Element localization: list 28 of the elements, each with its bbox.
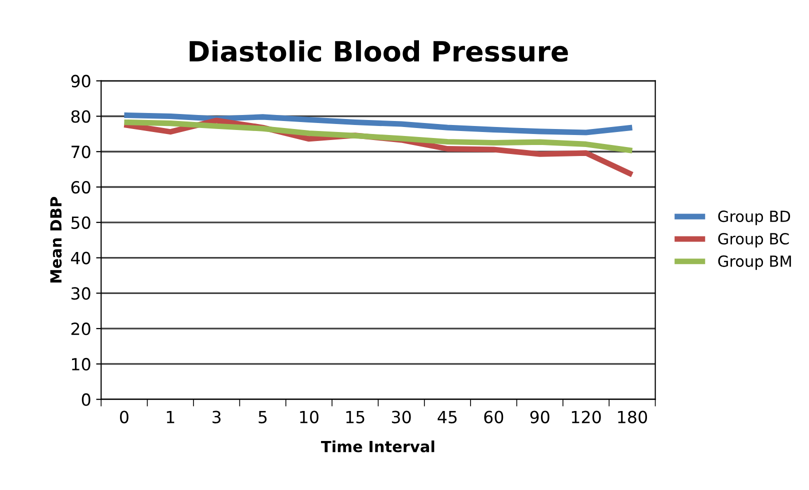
x-tick-label: 45 [438,410,457,424]
x-axis-title: Time Interval [321,440,434,452]
x-tick-label: 5 [258,410,267,424]
y-tick-label: 20 [71,322,90,336]
y-tick-label: 70 [72,146,90,158]
legend-label: Group BD [718,210,790,226]
x-tick-label: 60 [484,410,504,424]
y-tick-label: 50 [71,216,90,229]
x-tick-label: 90 [530,410,550,424]
x-tick-label: 180 [618,410,647,424]
y-tick-label: 0 [82,393,90,406]
x-tick-label: 1 [166,410,174,424]
chart-title: Diastolic Blood Pressure [190,40,568,62]
y-tick-label: 60 [71,180,90,194]
x-tick-label: 10 [300,410,318,424]
x-tick-label: 15 [346,410,364,424]
x-tick-label: 30 [392,410,411,424]
y-tick-label: 10 [72,358,90,371]
y-axis-title: Mean DBP [50,196,62,282]
x-tick-label: 120 [572,410,601,424]
legend-label: Group BC [718,232,789,248]
y-tick-label: 80 [71,110,90,123]
y-tick-label: 40 [71,252,90,264]
y-tick-label: 30 [71,287,90,300]
x-tick-label: 3 [212,410,221,424]
legend-label: Group BM [718,255,791,270]
x-tick-label: 0 [120,410,128,424]
y-tick-label: 90 [71,74,90,88]
